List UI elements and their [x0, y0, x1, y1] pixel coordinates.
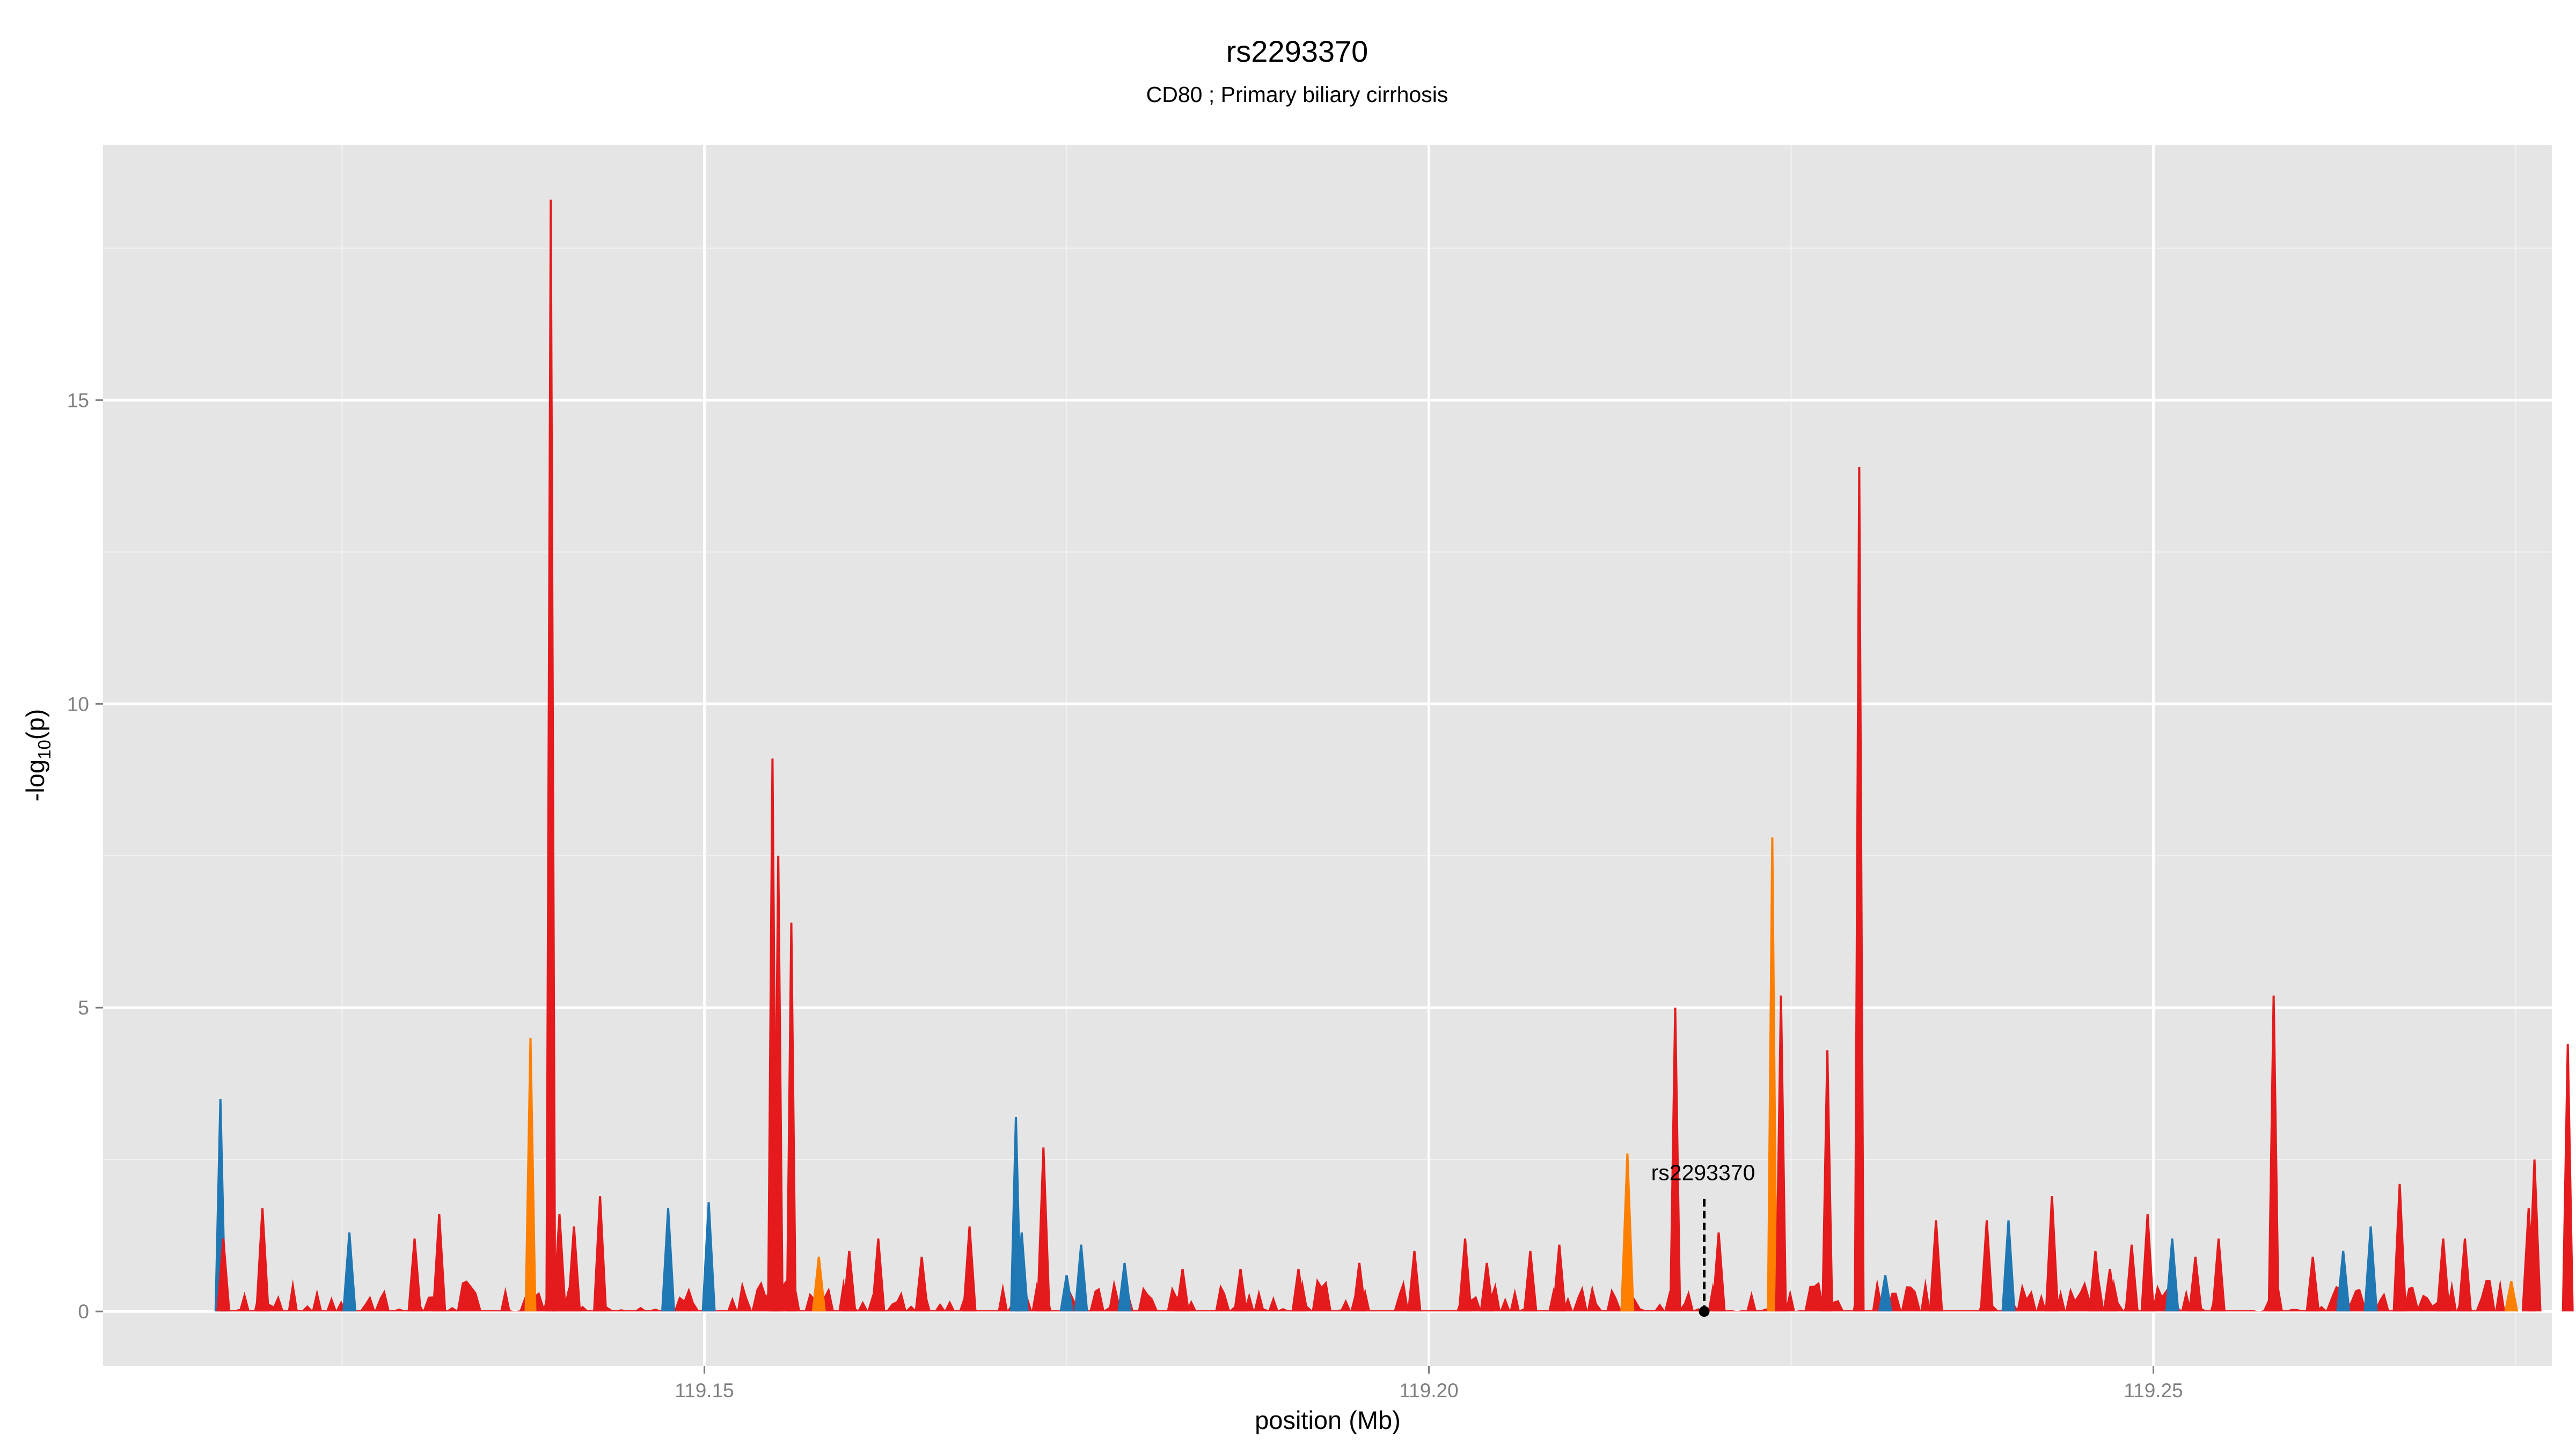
peak-mark	[255, 1208, 269, 1312]
y-tick-label: 10	[67, 693, 89, 715]
peak-mark	[2392, 1184, 2407, 1312]
peak-mark	[2212, 1238, 2226, 1312]
peak-mark	[871, 1238, 885, 1312]
peak-mark	[1175, 1268, 1190, 1312]
highlight-label: rs2293370	[1651, 1161, 1755, 1185]
peak-mark	[593, 1196, 608, 1312]
plot-panel	[103, 145, 2552, 1366]
peak-mark	[786, 922, 797, 1312]
y-axis-label: -log10(p)	[21, 709, 54, 802]
peak-mark	[2306, 1257, 2320, 1312]
peak-mark	[1059, 1275, 1074, 1312]
peak-mark	[552, 1214, 567, 1312]
y-axis-label-tail: (p)	[21, 709, 49, 740]
peak-mark	[1014, 1232, 1029, 1312]
peak-mark	[216, 1238, 231, 1312]
grid-layer	[103, 145, 2552, 1366]
peak-mark	[567, 1226, 581, 1312]
y-tick-label: 0	[78, 1301, 89, 1323]
x-tick-label: 119.15	[675, 1380, 734, 1402]
x-tick-label: 119.25	[2124, 1380, 2183, 1402]
chart-title: rs2293370	[1226, 34, 1368, 68]
series-layer	[214, 199, 2574, 1312]
peak-mark	[2045, 1196, 2059, 1312]
peak-mark	[2336, 1250, 2351, 1312]
peak-mark	[1233, 1268, 1248, 1312]
peak-mark	[1074, 1244, 1088, 1312]
peak-mark	[914, 1257, 929, 1312]
peak-mark	[2562, 1044, 2574, 1312]
peak-mark	[773, 856, 784, 1312]
peak-mark	[1854, 466, 1865, 1312]
peak-mark	[1821, 1050, 1833, 1312]
peak-mark	[545, 199, 557, 1312]
peak-mark	[1552, 1244, 1567, 1312]
axis-layer: 119.15 119.20 119.25 0 5 10 15	[67, 389, 2183, 1402]
peak-mark	[2267, 995, 2280, 1312]
y-axis-label-main: -log	[21, 760, 49, 801]
peak-mark	[2188, 1257, 2202, 1312]
peak-mark	[842, 1250, 857, 1312]
peak-mark	[661, 1208, 675, 1312]
peak-mark	[811, 1257, 826, 1312]
peak-mark	[2436, 1238, 2450, 1312]
peak-mark	[2140, 1214, 2155, 1312]
peak-mark	[1458, 1238, 1472, 1312]
peak-mark	[1036, 1147, 1051, 1312]
x-tick-label: 119.20	[1399, 1380, 1458, 1402]
peak-mark	[2363, 1226, 2378, 1312]
peak-mark	[1878, 1275, 1892, 1312]
peak-mark	[1775, 995, 1787, 1312]
peak-mark	[2458, 1238, 2472, 1312]
peak-mark	[2001, 1220, 2016, 1312]
x-axis-label: position (Mb)	[1255, 1406, 1401, 1434]
peak-mark	[2088, 1250, 2103, 1312]
peak-mark	[1407, 1250, 1422, 1312]
peak-mark	[1669, 1008, 1681, 1312]
peak-mark	[2527, 1159, 2542, 1312]
peak-mark	[1929, 1220, 1943, 1312]
peak-mark	[2103, 1268, 2117, 1312]
peak-mark	[1711, 1232, 1726, 1312]
peak-mark	[701, 1202, 716, 1312]
y-tick-label: 15	[67, 389, 89, 411]
peak-mark	[1767, 837, 1778, 1312]
peak-mark	[1291, 1268, 1306, 1312]
peak-mark	[962, 1226, 977, 1312]
peak-mark	[2165, 1238, 2179, 1312]
peak-mark	[2504, 1281, 2519, 1312]
y-tick-label: 5	[78, 997, 89, 1019]
peak-mark	[407, 1238, 422, 1312]
peak-mark	[342, 1232, 356, 1312]
chart-subtitle: CD80 ; Primary biliary cirrhosis	[1146, 82, 1448, 107]
y-axis-label-subscript: 10	[34, 740, 54, 760]
peak-mark	[1352, 1263, 1366, 1312]
peak-mark	[1523, 1250, 1538, 1312]
highlight-marker-point	[1699, 1306, 1710, 1317]
peak-mark	[432, 1214, 447, 1312]
annotation-layer: rs2293370	[1651, 1161, 1755, 1317]
peak-mark	[1117, 1263, 1132, 1312]
peak-mark	[2125, 1244, 2139, 1312]
peak-mark	[1620, 1153, 1635, 1312]
peak-mark	[1480, 1263, 1494, 1312]
peak-mark	[1980, 1220, 1994, 1312]
peak-mark	[524, 1038, 537, 1312]
